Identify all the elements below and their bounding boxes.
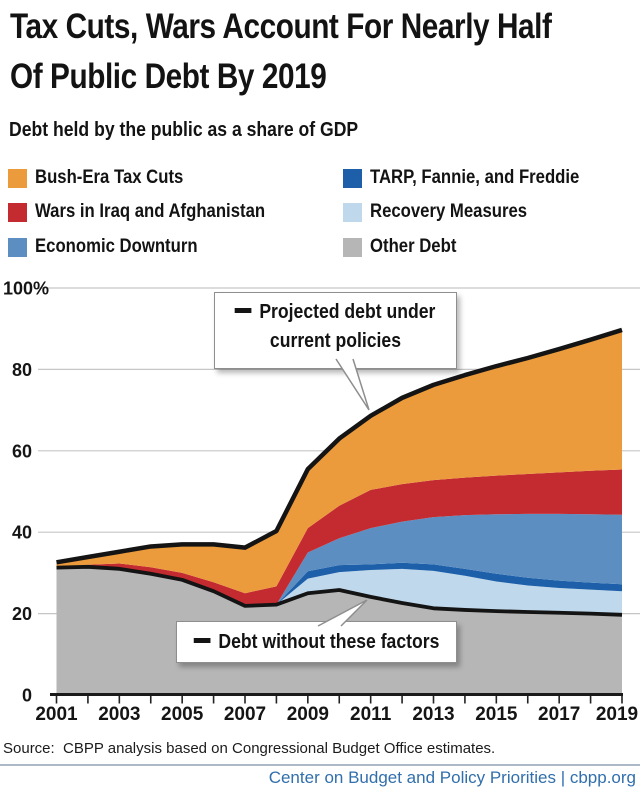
area-recovery-measures xyxy=(56,566,622,615)
legend-label: Other Debt xyxy=(370,236,457,257)
y-tick-label: 80 xyxy=(12,360,32,380)
chart-subtitle: Debt held by the public as a share of GD… xyxy=(9,119,359,141)
legend-label: Wars in Iraq and Afghanistan xyxy=(35,201,266,222)
x-tick-label: 2009 xyxy=(287,704,329,725)
page-title: Tax Cuts, Wars Account For Nearly Half O… xyxy=(10,2,640,102)
x-tick-label: 2007 xyxy=(224,704,266,725)
area-economic-downturn xyxy=(56,513,622,606)
legend-label: Economic Downturn xyxy=(35,236,198,257)
x-tick-label: 2017 xyxy=(538,704,580,725)
x-axis xyxy=(50,693,623,704)
y-tick-label: 0 xyxy=(22,686,32,706)
tarp-swatch xyxy=(343,168,362,188)
callout-text: current policies xyxy=(269,330,402,352)
x-tick-label: 2003 xyxy=(98,704,140,725)
line-key-dash-icon xyxy=(193,638,211,643)
reference-lines xyxy=(56,327,623,617)
legend-item-tarp: TARP, Fannie, and Freddie xyxy=(343,166,608,190)
footer-divider xyxy=(0,764,640,766)
title-line-2: Of Public Debt By 2019 xyxy=(10,57,327,96)
legend-item-wars: Wars in Iraq and Afghanistan xyxy=(8,200,296,224)
x-tick-label: 2005 xyxy=(161,704,204,725)
y-tick-label: 40 xyxy=(12,523,32,543)
legend-item-other-debt: Other Debt xyxy=(343,235,468,259)
org-credit-link[interactable]: Center on Budget and Policy Priorities |… xyxy=(268,768,636,787)
area-bush-era-tax-cuts xyxy=(56,329,622,594)
projected-debt-line xyxy=(56,327,623,565)
x-tick-label: 2015 xyxy=(475,704,518,725)
legend-label: Bush-Era Tax Cuts xyxy=(35,167,184,188)
x-tick-label: 2001 xyxy=(35,704,78,725)
x-tick-label: 2013 xyxy=(412,704,454,725)
legend-label: TARP, Fannie, and Freddie xyxy=(370,167,580,188)
x-tick-label: 2011 xyxy=(350,704,392,725)
legend-label: Recovery Measures xyxy=(370,201,528,222)
x-tick-label: 2019 xyxy=(596,704,638,725)
wars-swatch xyxy=(8,202,27,222)
area-tarp-fannie-and-freddie xyxy=(56,562,622,606)
callout-debt-without-factors: Debt without these factors xyxy=(176,621,457,663)
tax-cuts-swatch xyxy=(8,168,27,188)
y-tick-label: 60 xyxy=(12,441,32,461)
other-debt-swatch xyxy=(343,237,362,257)
line-key-dash-icon xyxy=(235,308,252,313)
source-note: Source: CBPP analysis based on Congressi… xyxy=(3,740,496,757)
y-tick-label: 100% xyxy=(3,279,49,299)
legend-item-tax-cuts: Bush-Era Tax Cuts xyxy=(8,166,204,190)
area-wars-in-iraq-and-afghanistan xyxy=(56,469,622,606)
legend-item-downturn: Economic Downturn xyxy=(8,235,220,259)
callout-projected-debt: Projected debt under current policies xyxy=(214,292,457,369)
recovery-swatch xyxy=(343,202,362,222)
debt-without-factors-line xyxy=(56,564,623,617)
y-tick-label: 20 xyxy=(12,604,32,624)
callout-text: Debt without these factors xyxy=(218,631,440,653)
callout-text: Projected debt under xyxy=(259,301,436,323)
title-line-1: Tax Cuts, Wars Account For Nearly Half xyxy=(10,7,552,46)
downturn-swatch xyxy=(8,237,27,257)
legend-item-recovery: Recovery Measures xyxy=(343,200,549,224)
